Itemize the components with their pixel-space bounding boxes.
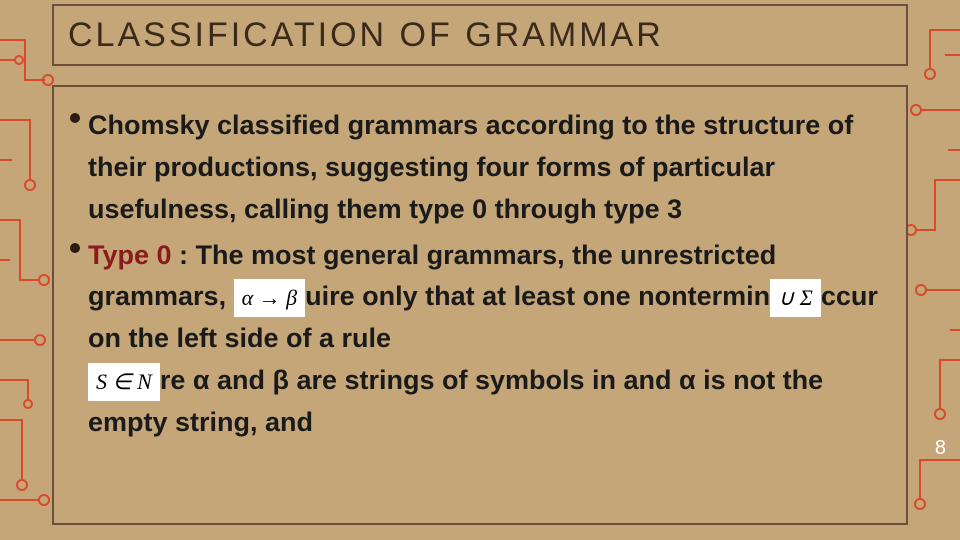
formula-s-in-n: S ∈ N [88,363,160,401]
bullet-1-text: Chomsky classified grammars according to… [88,105,882,231]
circuit-decoration-right [900,0,960,540]
content-box: Chomsky classified grammars according to… [52,85,908,525]
circuit-decoration-left [0,0,60,540]
page-number: 8 [935,437,946,460]
title-box: CLASSIFICATION OF GRAMMAR [52,4,908,66]
slide-title: CLASSIFICATION OF GRAMMAR [68,16,664,55]
type-label: Type 0 [88,240,172,270]
bullet-dot [70,243,80,253]
bullet-2: Type 0 : The most general grammars, the … [88,235,882,444]
formula-union-sigma: ∪ Σ [770,279,821,317]
bullet-2-seg-d: re α and β are strings of symbols in and… [88,365,823,437]
bullet-dot [70,113,80,123]
formula-alpha-beta: α → β [234,279,306,317]
bullet-2-seg-b: uire only that at least one nontermin [305,281,770,311]
bullet-2-text: Type 0 : The most general grammars, the … [88,235,882,444]
bullet-1: Chomsky classified grammars according to… [88,105,882,231]
